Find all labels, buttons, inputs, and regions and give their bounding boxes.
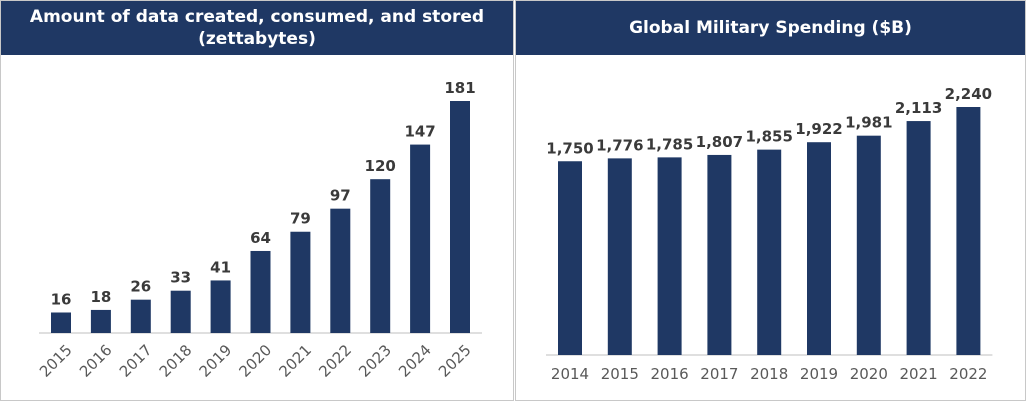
data-volume-tick-label-2025: 2025	[435, 341, 475, 381]
data-volume-bar-2015	[51, 312, 71, 333]
data-volume-bar-2021	[290, 231, 311, 333]
data-volume-bar-2024	[410, 144, 431, 333]
military-spending-value-label-2019: 1,922	[795, 120, 842, 138]
military-spending-chart: 1,750 2014 1,776 2015 1,785 2016 1,807 2017 1,85…	[546, 85, 993, 383]
military-spending-tick-label-2014: 2014	[551, 365, 589, 383]
military-spending-tick-label-2021: 2021	[900, 365, 938, 383]
data-volume-bar-2022	[330, 208, 351, 333]
data-volume-bar-2020	[250, 250, 271, 333]
data-volume-bar-2017	[130, 299, 151, 333]
military-spending-tick-label-2019: 2019	[800, 365, 838, 383]
data-volume-tick-label-2019: 2019	[196, 341, 236, 381]
data-volume-tick-label-2017: 2017	[116, 341, 156, 381]
military-spending-chart-title: Global Military Spending ($B)	[516, 1, 1025, 55]
data-volume-value-label-2017: 26	[130, 278, 151, 296]
data-volume-bar-2016	[90, 309, 111, 333]
military-spending-bar-2018	[757, 149, 782, 355]
military-spending-value-label-2021: 2,113	[895, 99, 942, 117]
data-volume-tick-label-2021: 2021	[275, 341, 315, 381]
data-volume-chart: 16 2015 18 2016 26 2017 33 2018 41 2019 64 2020 79 20…	[36, 79, 482, 381]
military-spending-value-label-2022: 2,240	[945, 85, 992, 103]
military-spending-tick-label-2020: 2020	[850, 365, 888, 383]
military-spending-bar-2019	[807, 142, 831, 355]
data-volume-bar-2023	[370, 179, 391, 333]
military-spending-bar-2021	[906, 121, 931, 355]
military-spending-tick-label-2016: 2016	[651, 365, 689, 383]
data-volume-tick-label-2023: 2023	[355, 341, 395, 381]
data-volume-bar-2019	[210, 280, 231, 333]
military-spending-bar-2014	[558, 161, 582, 355]
data-volume-tick-label-2015: 2015	[36, 341, 76, 381]
data-volume-value-label-2016: 18	[90, 288, 111, 306]
military-spending-chart-panel: Global Military Spending ($B) 1,750 2014 1…	[515, 0, 1026, 401]
data-volume-chart-panel: Amount of data created, consumed, and st…	[0, 0, 514, 401]
data-volume-tick-label-2024: 2024	[395, 341, 435, 381]
military-spending-bar-2016	[657, 157, 682, 355]
data-volume-value-label-2025: 181	[444, 79, 475, 97]
data-volume-value-label-2023: 120	[365, 157, 396, 175]
data-volume-tick-label-2016: 2016	[76, 341, 116, 381]
data-volume-bar-2018	[170, 290, 191, 333]
data-volume-value-label-2019: 41	[210, 258, 231, 276]
military-spending-tick-label-2017: 2017	[700, 365, 738, 383]
military-spending-value-label-2020: 1,981	[845, 114, 892, 132]
data-volume-value-label-2020: 64	[250, 229, 271, 247]
military-spending-value-label-2017: 1,807	[696, 133, 743, 151]
data-volume-value-label-2021: 79	[290, 210, 311, 228]
data-volume-tick-label-2020: 2020	[236, 341, 276, 381]
data-volume-bar-2025	[450, 101, 470, 333]
data-volume-value-label-2018: 33	[170, 269, 191, 287]
military-spending-tick-label-2015: 2015	[601, 365, 639, 383]
military-spending-bar-2022	[956, 107, 981, 355]
military-spending-bar-2020	[856, 135, 881, 355]
data-volume-tick-label-2022: 2022	[315, 341, 355, 381]
military-spending-bar-2015	[607, 158, 632, 355]
military-spending-value-label-2018: 1,855	[745, 128, 792, 146]
military-spending-value-label-2015: 1,776	[596, 136, 643, 154]
military-spending-tick-label-2022: 2022	[949, 365, 987, 383]
military-spending-value-label-2014: 1,750	[546, 139, 593, 157]
data-volume-tick-label-2018: 2018	[156, 341, 196, 381]
data-volume-value-label-2015: 16	[51, 290, 72, 308]
data-volume-chart-title: Amount of data created, consumed, and st…	[1, 1, 513, 55]
military-spending-value-label-2016: 1,785	[646, 135, 693, 153]
military-spending-tick-label-2018: 2018	[750, 365, 788, 383]
data-volume-value-label-2024: 147	[404, 123, 435, 141]
data-volume-value-label-2022: 97	[330, 187, 351, 205]
military-spending-bar-2017	[707, 154, 732, 355]
